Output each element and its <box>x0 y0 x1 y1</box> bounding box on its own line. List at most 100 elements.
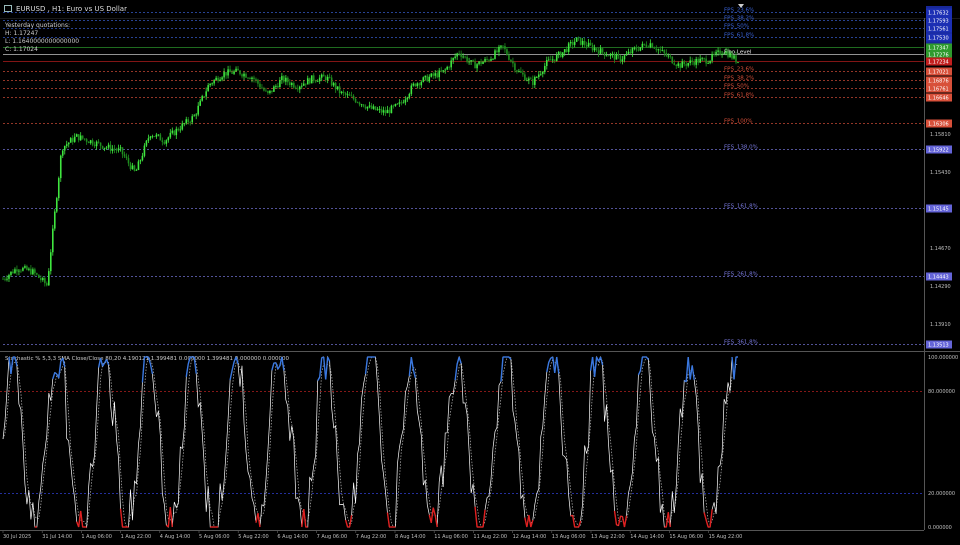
candle-body <box>169 132 172 138</box>
candle-body <box>713 53 715 55</box>
candle-body <box>189 122 192 123</box>
info-low: L: 1.1640000000000000 <box>5 38 80 45</box>
candle-body <box>412 83 415 86</box>
candle-body <box>551 59 554 61</box>
candle-body <box>324 76 327 81</box>
candle-body <box>727 51 729 58</box>
candle-body <box>661 50 664 51</box>
stoch-overbought-segment <box>281 356 285 371</box>
stoch-overbought-segment <box>14 356 18 367</box>
candle-body <box>522 72 524 75</box>
time-axis-label: 13 Aug 22:00 <box>591 534 625 540</box>
price-tag <box>926 33 952 42</box>
candle-body <box>701 58 703 60</box>
candle-body <box>627 51 630 54</box>
candle-body <box>723 53 725 55</box>
chart-shift-marker[interactable] <box>738 4 744 8</box>
candle-body <box>737 62 739 63</box>
candle-body <box>185 119 188 124</box>
candle-body <box>97 141 100 143</box>
candle-body <box>575 37 578 42</box>
candle-body <box>259 83 261 88</box>
candle-body <box>137 161 140 170</box>
price-axis-label: 1.13910 <box>930 322 951 328</box>
stoch-overbought-segment <box>275 362 279 370</box>
candle-body <box>709 60 711 64</box>
candle-body <box>466 56 468 62</box>
stoch-overbought-segment <box>99 358 104 367</box>
candle-body <box>733 55 735 59</box>
candle-body <box>366 106 369 109</box>
stoch-overbought-segment <box>187 356 191 365</box>
candle-body <box>607 55 610 57</box>
candle-body <box>291 82 293 86</box>
candle-body <box>436 73 439 78</box>
stoch-oversold-segment <box>617 516 622 526</box>
candle-body <box>318 77 321 82</box>
candle-body <box>538 74 540 77</box>
candle-body <box>255 78 257 80</box>
candle-body <box>402 102 405 104</box>
candle-body <box>123 154 126 157</box>
stoch-overbought-segment <box>593 356 598 377</box>
candle-body <box>87 141 90 144</box>
candle-body <box>20 270 22 272</box>
candle-body <box>434 73 437 76</box>
candle-body <box>631 48 634 54</box>
stoch-oversold-segment <box>386 512 391 528</box>
candle-body <box>595 48 598 51</box>
stoch-oversold-segment <box>348 515 353 528</box>
time-axis-label: 14 Aug 14:00 <box>630 534 664 540</box>
candle-body <box>312 75 315 81</box>
candle-body <box>386 109 389 114</box>
stochastic-label: Stochastic % 5,3,3 SMA Close/Close 80,20… <box>5 356 289 362</box>
candle-body <box>269 90 271 93</box>
candle-body <box>63 145 66 151</box>
candle-body <box>573 41 576 45</box>
candle-body <box>65 144 68 146</box>
candle-body <box>175 128 178 136</box>
fibo-level-label: FPS_61.8% <box>724 33 754 39</box>
candle-body <box>526 80 528 82</box>
candle-body <box>406 97 409 100</box>
fibo-level-label: FES_361.8% <box>724 340 758 346</box>
candle-body <box>458 53 460 55</box>
candle-body <box>125 156 128 159</box>
candle-body <box>486 59 488 60</box>
candle-body <box>354 99 357 103</box>
window-title-bar[interactable]: EURUSD , H1: Euro vs US Dollar <box>0 0 960 19</box>
candle-body <box>683 61 686 65</box>
stoch-oversold-segment <box>577 520 582 528</box>
candle-body <box>223 72 225 78</box>
fibo-level-label: FES_261.8% <box>724 272 758 278</box>
candle-body <box>199 100 201 106</box>
time-axis-label: 4 Aug 14:00 <box>160 534 191 540</box>
candle-body <box>494 50 496 59</box>
time-axis-label: 11 Aug 22:00 <box>473 534 507 540</box>
candle-body <box>384 110 387 114</box>
candle-body <box>468 61 470 63</box>
candle-body <box>261 87 263 89</box>
time-axis-label: 8 Aug 14:00 <box>395 534 426 540</box>
stoch-axis-label: 80.000000 <box>928 389 955 395</box>
candle-body <box>571 42 574 45</box>
candle-body <box>625 53 628 56</box>
candle-body <box>197 105 200 115</box>
candle-body <box>687 63 690 66</box>
candle-body <box>438 70 441 78</box>
candle-body <box>44 278 46 284</box>
candle-body <box>310 75 313 84</box>
candle-body <box>241 74 243 77</box>
info-heading: Yesterday quotations: <box>5 22 70 29</box>
price-tag-label: 1.13513 <box>928 343 949 349</box>
stoch-overbought-segment <box>508 356 512 360</box>
candle-body <box>561 52 564 58</box>
candle-body <box>293 82 295 88</box>
candle-body <box>145 140 148 146</box>
price-tag-label: 1.16306 <box>928 122 949 128</box>
fibo-level-label: FPS_50% <box>724 84 749 90</box>
candle-body <box>334 83 337 90</box>
candle-body <box>420 81 423 86</box>
candle-body <box>306 78 309 85</box>
